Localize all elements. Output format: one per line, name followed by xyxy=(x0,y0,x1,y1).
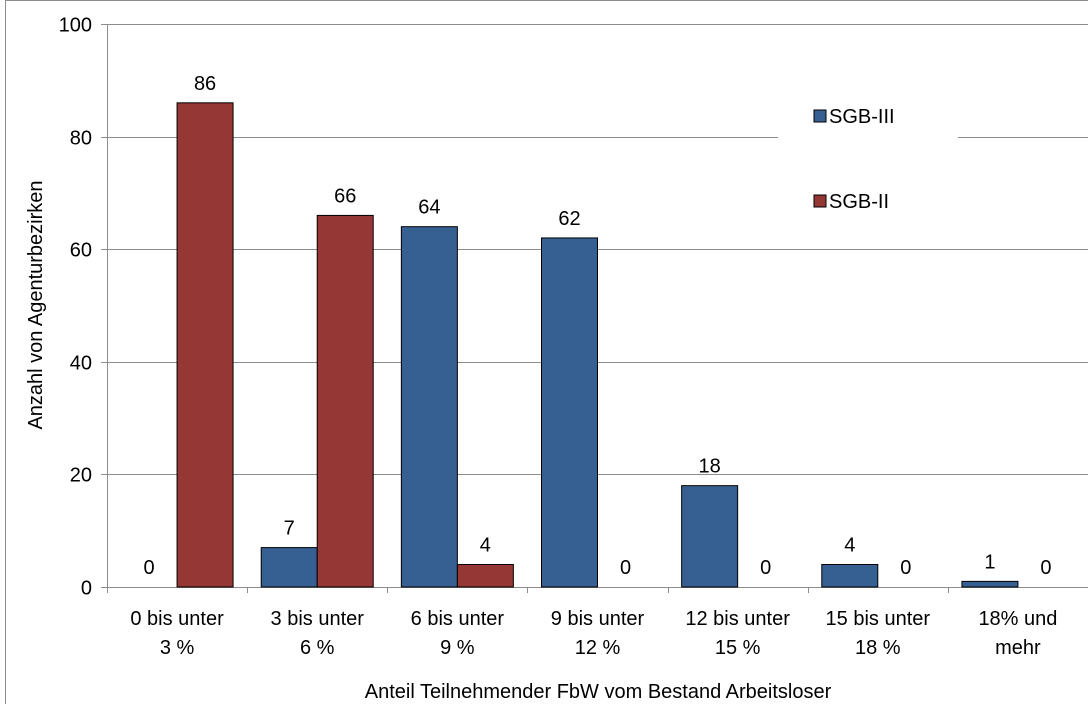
y-tick-label: 100 xyxy=(59,15,92,37)
bar-sgb-ii xyxy=(317,215,373,587)
data-label: 66 xyxy=(334,185,356,207)
x-tick-label: 0 bis unter xyxy=(130,608,224,630)
x-tick-label: 15 % xyxy=(715,637,761,659)
data-label: 4 xyxy=(480,534,491,556)
bar-sgb-iii xyxy=(682,486,738,587)
x-tick-label: 18% und xyxy=(978,608,1057,630)
data-label: 0 xyxy=(1040,557,1051,579)
bar-sgb-iii xyxy=(962,581,1018,587)
data-label: 0 xyxy=(620,557,631,579)
data-label: 0 xyxy=(760,557,771,579)
data-label: 18 xyxy=(699,456,721,478)
x-tick-label: 9 % xyxy=(440,637,475,659)
bar-sgb-ii xyxy=(457,564,513,587)
x-tick-label: 6 % xyxy=(300,637,335,659)
x-tick-label: 3 % xyxy=(160,637,195,659)
y-tick-label: 80 xyxy=(70,128,92,150)
x-tick-label: 12 % xyxy=(575,637,621,659)
x-tick-label: 18 % xyxy=(855,637,901,659)
x-tick-label: 9 bis unter xyxy=(551,608,645,630)
bar-sgb-ii xyxy=(177,103,233,587)
bar-sgb-iii xyxy=(542,238,598,587)
y-tick-label: 40 xyxy=(70,353,92,375)
data-label: 0 xyxy=(144,557,155,579)
x-tick-label: mehr xyxy=(995,637,1041,659)
y-tick-label: 20 xyxy=(70,465,92,487)
data-label: 4 xyxy=(844,534,855,556)
legend: SGB-III SGB-II xyxy=(778,88,958,248)
bar-sgb-iii xyxy=(822,564,878,587)
x-axis-title: Anteil Teilnehmender FbW vom Bestand Arb… xyxy=(365,681,832,703)
bar-sgb-iii xyxy=(401,227,457,587)
legend-swatch xyxy=(814,195,826,207)
legend-label: SGB-II xyxy=(829,191,889,213)
legend-label: SGB-III xyxy=(829,106,895,128)
data-label: 86 xyxy=(194,73,216,95)
x-tick-label: 3 bis unter xyxy=(271,608,365,630)
data-label: 0 xyxy=(900,557,911,579)
data-label: 64 xyxy=(418,197,440,219)
x-tick-label: 12 bis unter xyxy=(685,608,790,630)
y-tick-label: 60 xyxy=(70,240,92,262)
y-tick-label: 0 xyxy=(81,578,92,600)
x-tick-label: 6 bis unter xyxy=(411,608,505,630)
data-label: 62 xyxy=(558,208,580,230)
x-tick-label: 15 bis unter xyxy=(826,608,931,630)
legend-swatch xyxy=(814,110,826,122)
y-axis-title: Anzahl von Agenturbezirken xyxy=(25,180,47,429)
bar-sgb-iii xyxy=(261,548,317,587)
data-label: 7 xyxy=(284,518,295,540)
data-label: 1 xyxy=(984,551,995,573)
